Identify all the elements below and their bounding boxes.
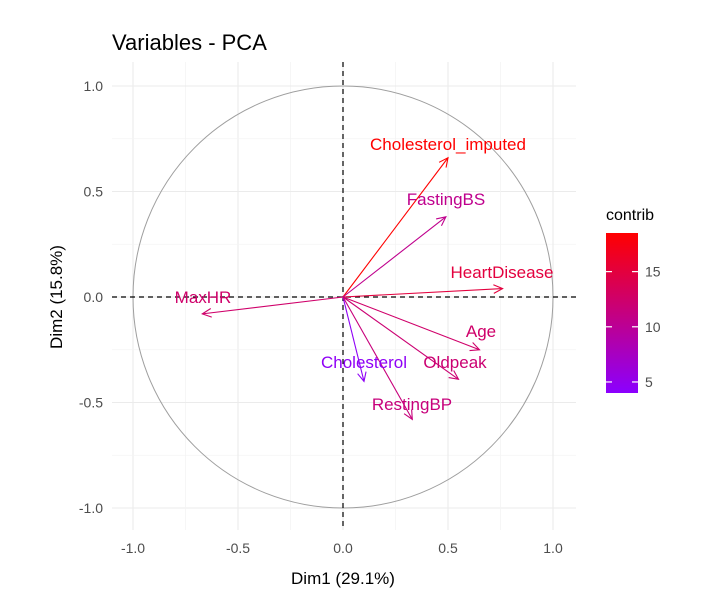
arrowhead-cholesterol	[357, 371, 367, 383]
x-tick-label: 0.5	[438, 540, 458, 556]
x-tick-label: 1.0	[543, 540, 563, 556]
arrowhead-oldpeak	[448, 370, 460, 381]
arrowhead-heartdisease	[493, 284, 504, 294]
y-axis-ticks: 1.0 0.5 0.0 -0.5 -1.0	[79, 78, 103, 516]
y-tick-label: 1.0	[84, 78, 104, 94]
variable-label: RestingBP	[372, 395, 452, 414]
contrib-legend: contrib 15 10 5	[606, 207, 661, 393]
variable-label: Oldpeak	[423, 353, 487, 372]
x-tick-label: -0.5	[226, 540, 250, 556]
arrowhead-restingbp	[403, 409, 413, 421]
legend-ticks: 15 10 5	[606, 264, 661, 390]
x-axis-ticks: -1.0 -0.5 0.0 0.5 1.0	[121, 540, 563, 556]
variable-arrows	[201, 156, 504, 421]
arrow-age	[342, 296, 480, 351]
variable-label: MaxHR	[175, 288, 232, 307]
y-tick-label: -1.0	[79, 500, 103, 516]
arrowhead-cholesterol_imputed	[438, 156, 449, 168]
variable-label: Cholesterol_imputed	[370, 135, 526, 154]
variable-label: FastingBS	[407, 190, 485, 209]
variable-label: HeartDisease	[451, 263, 554, 282]
variable-labels: Cholesterol_imputed FastingBS HeartDisease…	[175, 135, 554, 414]
legend-tick-label: 15	[645, 264, 661, 280]
arrow-cholesterol	[342, 296, 365, 382]
legend-title: contrib	[606, 207, 654, 224]
arrowhead-age	[469, 342, 481, 352]
variable-label: Age	[466, 322, 496, 341]
y-tick-label: 0.5	[84, 184, 104, 200]
arrow-restingbp	[342, 296, 413, 420]
arrow-cholesterol_imputed	[342, 157, 449, 298]
x-tick-label: -1.0	[121, 540, 145, 556]
legend-tick-label: 10	[645, 319, 661, 335]
y-axis-title: Dim2 (15.8%)	[47, 245, 66, 349]
arrow-heartdisease	[342, 288, 503, 298]
y-tick-label: 0.0	[84, 289, 104, 305]
chart-title: Variables - PCA	[112, 30, 267, 55]
arrowhead-fastingbs	[436, 216, 447, 227]
y-tick-label: -0.5	[79, 395, 103, 411]
zero-reference-lines	[112, 62, 576, 530]
arrowhead-maxhr	[201, 308, 212, 318]
legend-tick-label: 5	[645, 374, 653, 390]
x-tick-label: 0.0	[333, 540, 353, 556]
arrow-oldpeak	[342, 296, 459, 380]
arrow-fastingbs	[342, 216, 447, 298]
arrow-maxhr	[202, 296, 344, 315]
variable-label: Cholesterol	[321, 353, 407, 372]
legend-color-bar	[606, 233, 638, 393]
x-axis-title: Dim1 (29.1%)	[291, 569, 395, 588]
